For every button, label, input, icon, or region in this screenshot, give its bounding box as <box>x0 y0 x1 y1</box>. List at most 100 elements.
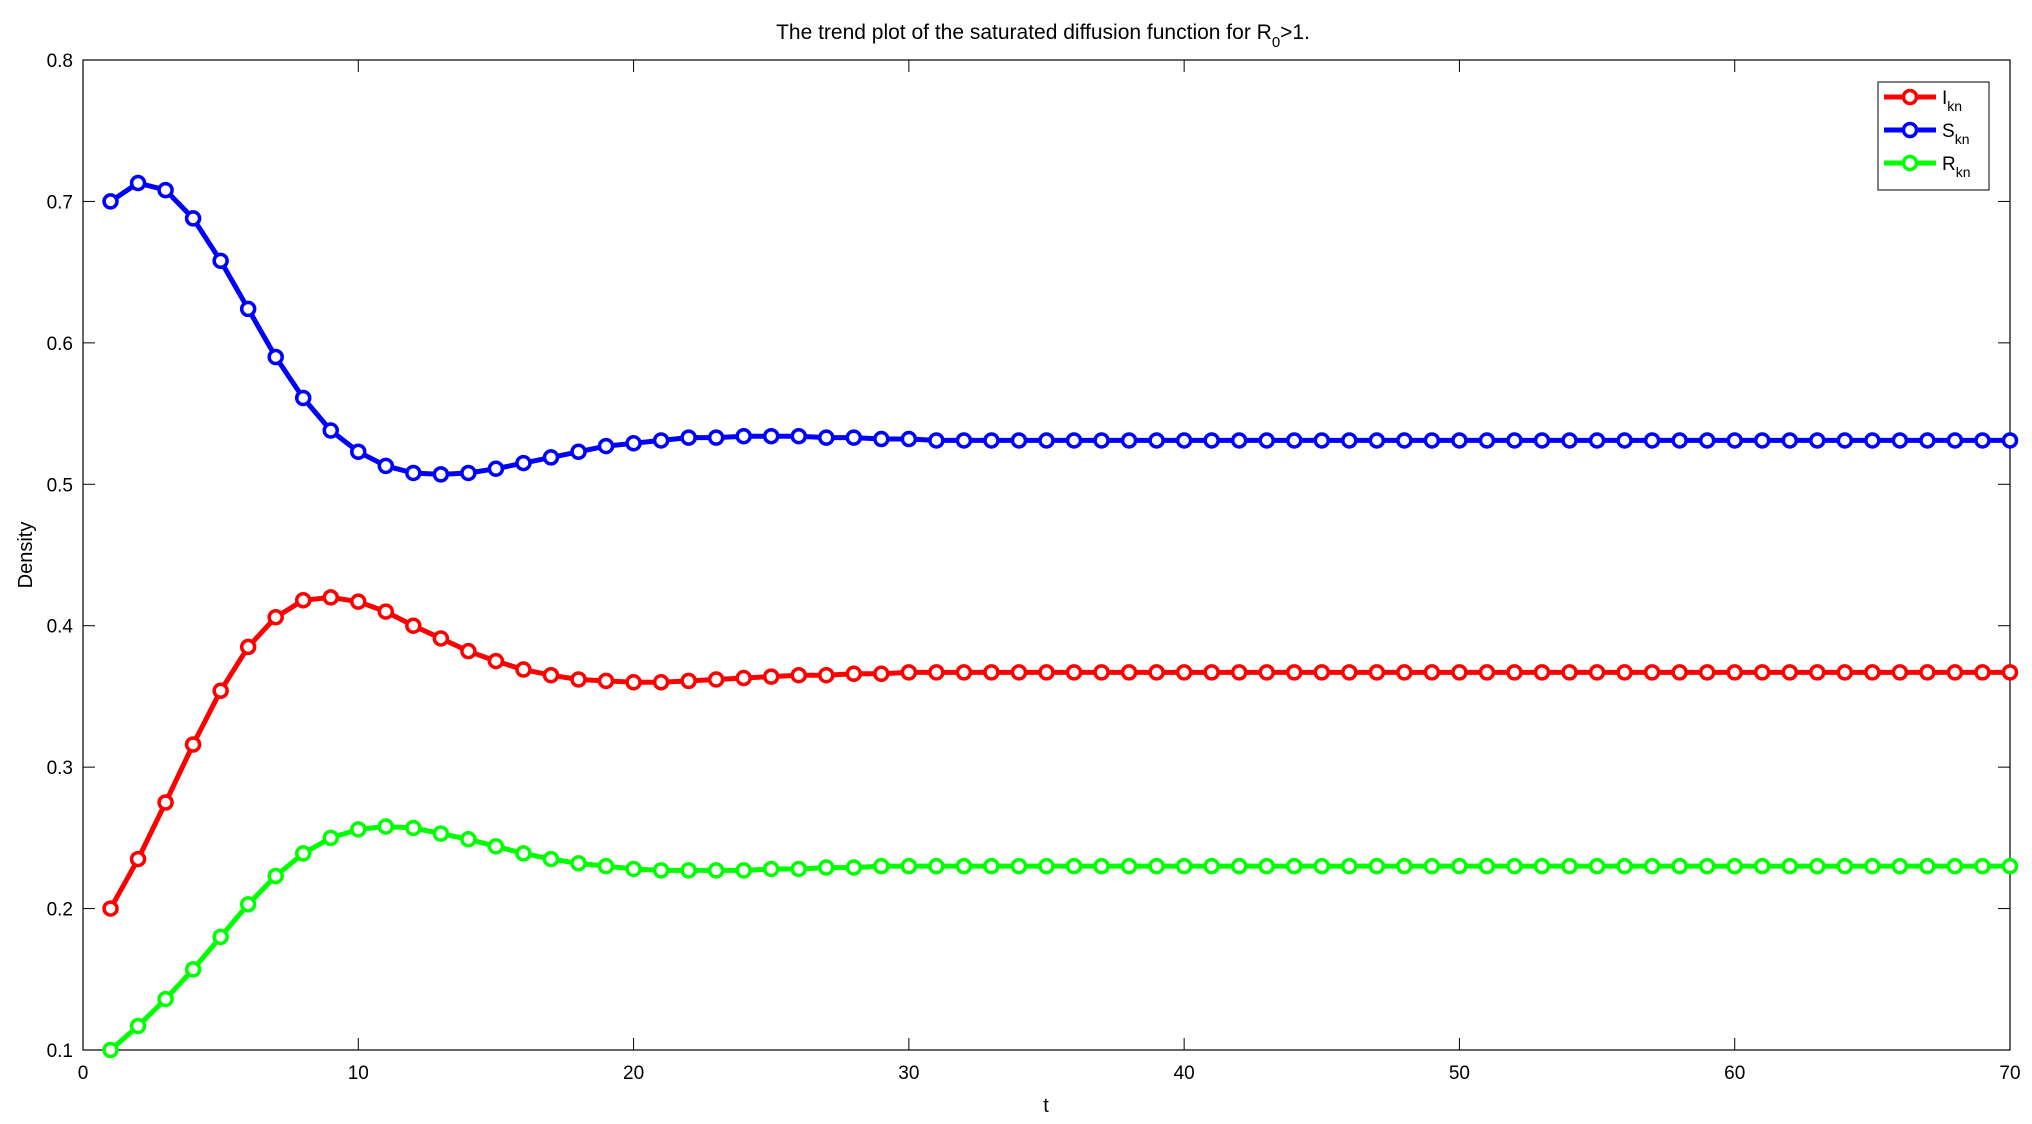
data-point <box>900 857 918 875</box>
data-point <box>1230 664 1248 681</box>
data-point <box>350 593 367 610</box>
y-tick-label: 0.7 <box>47 192 73 213</box>
data-point <box>405 819 422 837</box>
data-point <box>955 432 973 449</box>
data-point <box>928 857 945 875</box>
data-point <box>1341 664 1358 681</box>
data-point <box>377 818 395 835</box>
data-point <box>762 860 780 878</box>
data-point <box>790 427 807 445</box>
data-point <box>487 838 505 855</box>
data-point <box>294 592 312 609</box>
data-point <box>1286 857 1303 875</box>
data-point <box>1616 857 1633 875</box>
data-point <box>1010 664 1028 681</box>
data-point <box>1836 664 1854 681</box>
x-tick-label: 60 <box>1724 1063 1745 1084</box>
x-axis-label: t <box>1043 1095 1049 1117</box>
data-point <box>1478 664 1496 681</box>
data-point <box>1341 432 1358 449</box>
data-point <box>1368 664 1386 681</box>
data-point <box>1726 664 1743 681</box>
data-point <box>267 348 284 366</box>
data-point <box>597 437 615 455</box>
data-point <box>1974 857 1991 875</box>
data-point <box>294 389 312 407</box>
data-point <box>267 608 284 626</box>
data-point <box>1175 857 1193 875</box>
data-point <box>2001 432 2019 449</box>
series-line <box>108 824 2010 1052</box>
data-point <box>790 860 807 878</box>
data-point <box>1671 432 1688 449</box>
data-point <box>1836 857 1854 875</box>
data-point <box>818 429 835 446</box>
data-point <box>625 674 642 691</box>
data-point <box>928 432 945 449</box>
chart-title: The trend plot of the saturated diffusio… <box>776 21 1310 51</box>
data-point <box>239 896 257 913</box>
data-point <box>542 850 560 868</box>
series-layer <box>102 174 2019 1059</box>
data-point <box>1313 432 1331 449</box>
data-point <box>570 671 587 688</box>
data-point <box>1891 432 1909 449</box>
data-point <box>129 174 147 192</box>
data-point <box>762 668 780 685</box>
x-tick-label: 50 <box>1449 1063 1470 1084</box>
legend-marker <box>1901 88 1919 106</box>
data-point <box>1726 857 1743 875</box>
data-point <box>460 464 477 482</box>
data-point <box>405 617 422 634</box>
data-point <box>432 630 450 647</box>
data-point <box>1038 664 1055 681</box>
data-point <box>1533 664 1551 681</box>
data-point <box>1341 857 1358 875</box>
data-point <box>542 666 560 684</box>
legend-label: Ikn <box>1942 88 1962 114</box>
y-tick-label: 0.4 <box>47 617 74 638</box>
legend-box <box>1877 81 1990 191</box>
data-point <box>652 862 670 879</box>
x-tick-label: 20 <box>623 1063 644 1084</box>
data-point <box>405 464 422 482</box>
data-point <box>928 664 945 681</box>
data-point <box>1038 432 1055 449</box>
data-point <box>900 430 918 448</box>
data-point <box>184 961 202 978</box>
data-point <box>707 671 725 688</box>
data-point <box>1891 857 1909 875</box>
data-point <box>1946 664 1964 681</box>
data-point <box>1864 432 1881 449</box>
data-point <box>1946 857 1964 875</box>
data-point <box>1809 432 1826 449</box>
legend-label: Skn <box>1942 121 1969 147</box>
y-tick-label: 0.2 <box>47 900 73 921</box>
data-point <box>1396 432 1413 449</box>
data-point <box>377 457 395 475</box>
data-point <box>1451 432 1468 449</box>
data-point <box>1781 664 1799 681</box>
data-point <box>762 427 780 445</box>
data-point <box>1616 432 1633 449</box>
y-axis-label: Density <box>15 522 37 589</box>
data-point <box>460 642 477 660</box>
data-point <box>1010 857 1028 875</box>
data-point <box>1588 432 1606 449</box>
data-point <box>845 665 863 683</box>
data-point <box>1230 857 1248 875</box>
data-point <box>1588 664 1606 681</box>
data-point <box>2001 664 2019 681</box>
data-point <box>515 454 532 472</box>
data-point <box>1588 857 1606 875</box>
data-point <box>1093 432 1110 449</box>
data-point <box>129 1017 147 1035</box>
data-point <box>1561 664 1578 681</box>
data-point <box>1203 857 1220 875</box>
data-point <box>1864 857 1881 875</box>
data-point <box>239 300 257 318</box>
x-tick-label: 0 <box>78 1063 89 1084</box>
data-point <box>790 666 807 684</box>
data-point <box>1313 857 1331 875</box>
y-tick-label: 0.6 <box>47 334 73 355</box>
